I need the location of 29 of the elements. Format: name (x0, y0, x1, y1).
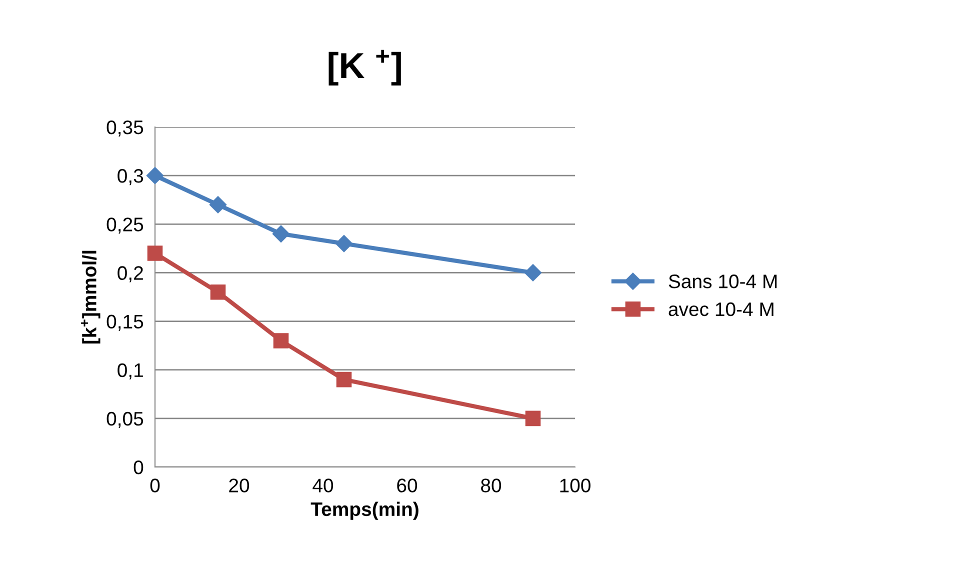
legend-label: Sans 10-4 M (668, 274, 777, 288)
x-tick-label: 20 (229, 478, 250, 492)
point (524, 264, 542, 282)
point (209, 196, 227, 214)
y-axis-title: [k$^{+}$]mmol/l (81, 250, 100, 344)
y-tick-label: 0,05 (106, 412, 144, 428)
x-tick-label: 80 (481, 478, 502, 492)
legend-label: avec 10-4 M (668, 302, 774, 316)
x-tick-label: 60 (397, 478, 418, 492)
x-axis-title: Temps(min) (310, 502, 418, 520)
y-tick-label: 0 (134, 460, 144, 474)
point (147, 246, 163, 261)
point (525, 410, 541, 426)
y-tick-label: 0,3 (118, 169, 144, 186)
point (273, 333, 289, 348)
x-tick-label: 100 (560, 478, 590, 492)
y-tick-label: 0,15 (106, 314, 144, 331)
point (272, 225, 290, 242)
point (210, 284, 226, 300)
y-tick-label: 0,35 (106, 120, 144, 137)
point (335, 235, 353, 252)
y-tick-label: 0,1 (118, 363, 143, 380)
x-tick-label: 40 (312, 478, 334, 492)
x-tick-label: 0 (150, 478, 160, 492)
point (146, 167, 164, 184)
point (336, 372, 352, 388)
chart-title: [K $^{+}$] (328, 50, 401, 86)
y-tick-label: 0,25 (106, 218, 144, 234)
y-tick-label: 0,2 (118, 266, 143, 282)
